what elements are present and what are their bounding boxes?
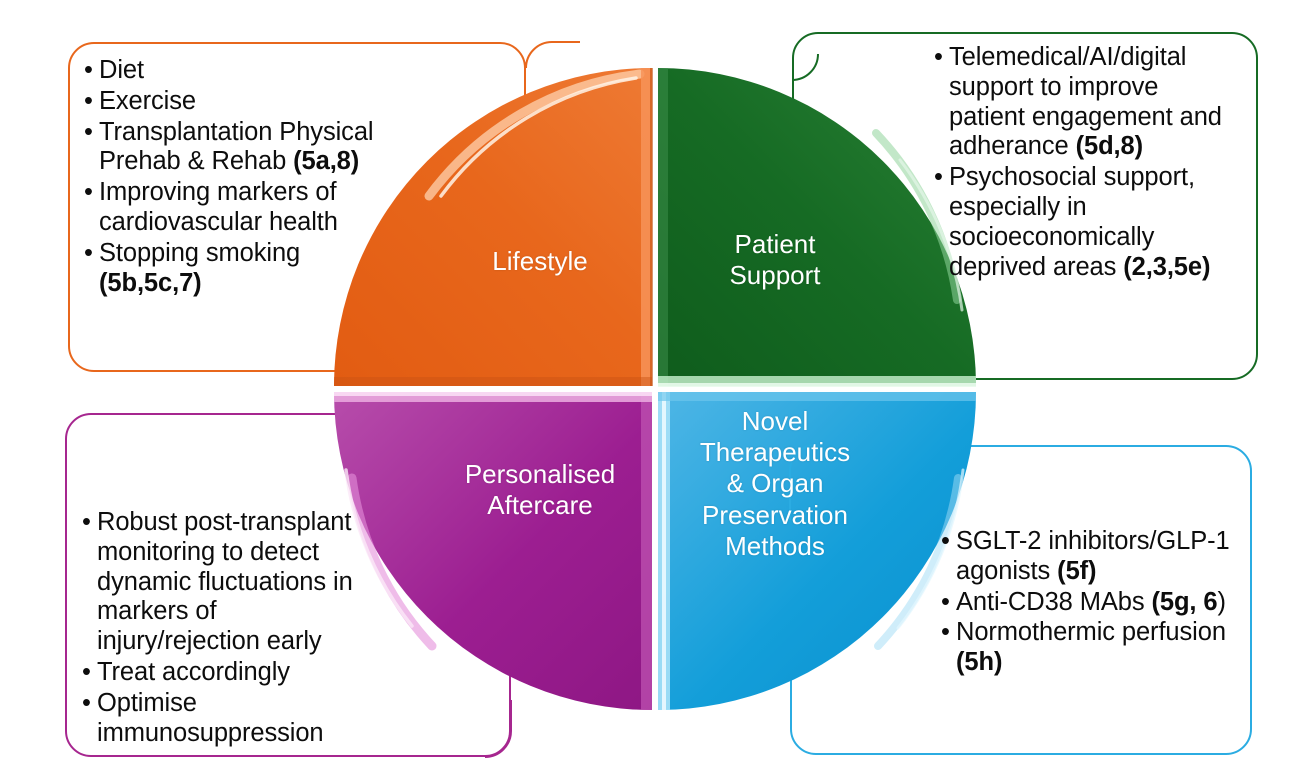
bullet-list-novel-therapeutics: SGLT-2 inhibitors/GLP-1 agonists (5f) An… bbox=[941, 527, 1243, 679]
wedge-label-patient-support: Patient Support bbox=[729, 229, 821, 291]
list-item: Exercise bbox=[84, 87, 384, 117]
list-item: Improving markers of cardiovascular heal… bbox=[84, 178, 384, 238]
list-item: Treat accordingly bbox=[82, 658, 382, 688]
list-item: Telemedical/AI/digital support to improv… bbox=[934, 43, 1234, 162]
wedge-label-lifestyle: Lifestyle bbox=[492, 246, 588, 276]
list-item: Robust post-transplant monitoring to det… bbox=[82, 508, 382, 657]
list-item: Diet bbox=[84, 56, 384, 86]
bullet-list-patient-support: Telemedical/AI/digital support to improv… bbox=[934, 43, 1234, 284]
bullet-list-lifestyle: Diet Exercise Transplantation Physical P… bbox=[84, 56, 384, 300]
list-item: Stopping smoking (5b,5c,7) bbox=[84, 239, 384, 299]
list-item: Psychosocial support, especially in soci… bbox=[934, 163, 1234, 282]
list-item: Normothermic perfusion (5h) bbox=[941, 618, 1243, 678]
list-item: Optimise immunosuppression bbox=[82, 689, 382, 749]
list-item: Transplantation Physical Prehab & Rehab … bbox=[84, 118, 384, 178]
bullet-list-personalised-aftercare: Robust post-transplant monitoring to det… bbox=[82, 508, 382, 750]
list-item: Anti-CD38 MAbs (5g, 6) bbox=[941, 588, 1243, 618]
list-item: SGLT-2 inhibitors/GLP-1 agonists (5f) bbox=[941, 527, 1243, 587]
wedge-label-personalised-aftercare: Personalised Aftercare bbox=[464, 459, 616, 521]
wedge-label-novel-therapeutics: Novel Therapeutics & Organ Preservation … bbox=[699, 406, 851, 561]
